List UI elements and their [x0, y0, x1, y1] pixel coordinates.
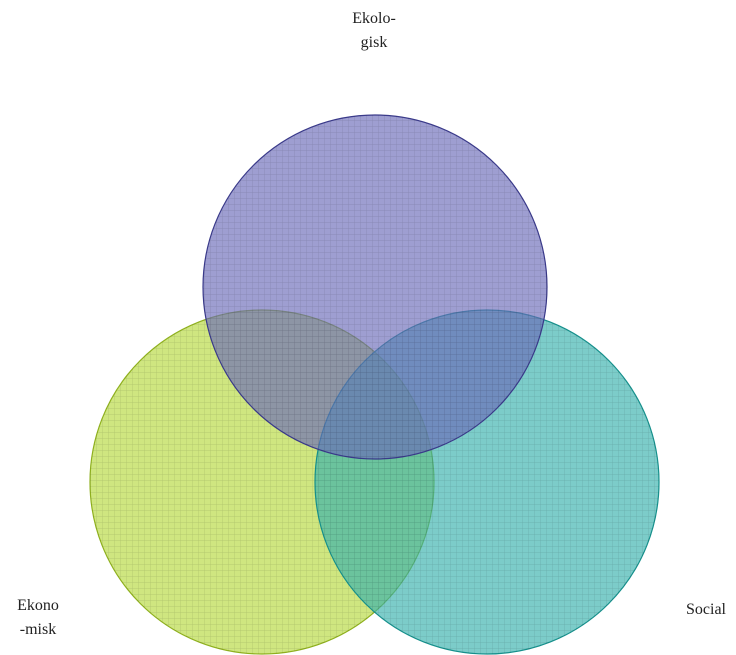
label-ekologisk-line-2: gisk [360, 34, 388, 51]
label-ekonomisk-line-1: Ekono [17, 597, 59, 614]
label-ekologisk: Ekolo- gisk [334, 7, 414, 55]
circle-ekologisk [202, 114, 548, 460]
label-ekonomisk-line-2: -misk [19, 621, 57, 638]
label-ekologisk-line-1: Ekolo- [352, 10, 396, 27]
label-ekonomisk: Ekono -misk [0, 594, 76, 642]
label-social: Social [676, 598, 736, 622]
label-social-line-1: Social [686, 601, 726, 618]
circle-ekologisk-grid [203, 115, 547, 459]
